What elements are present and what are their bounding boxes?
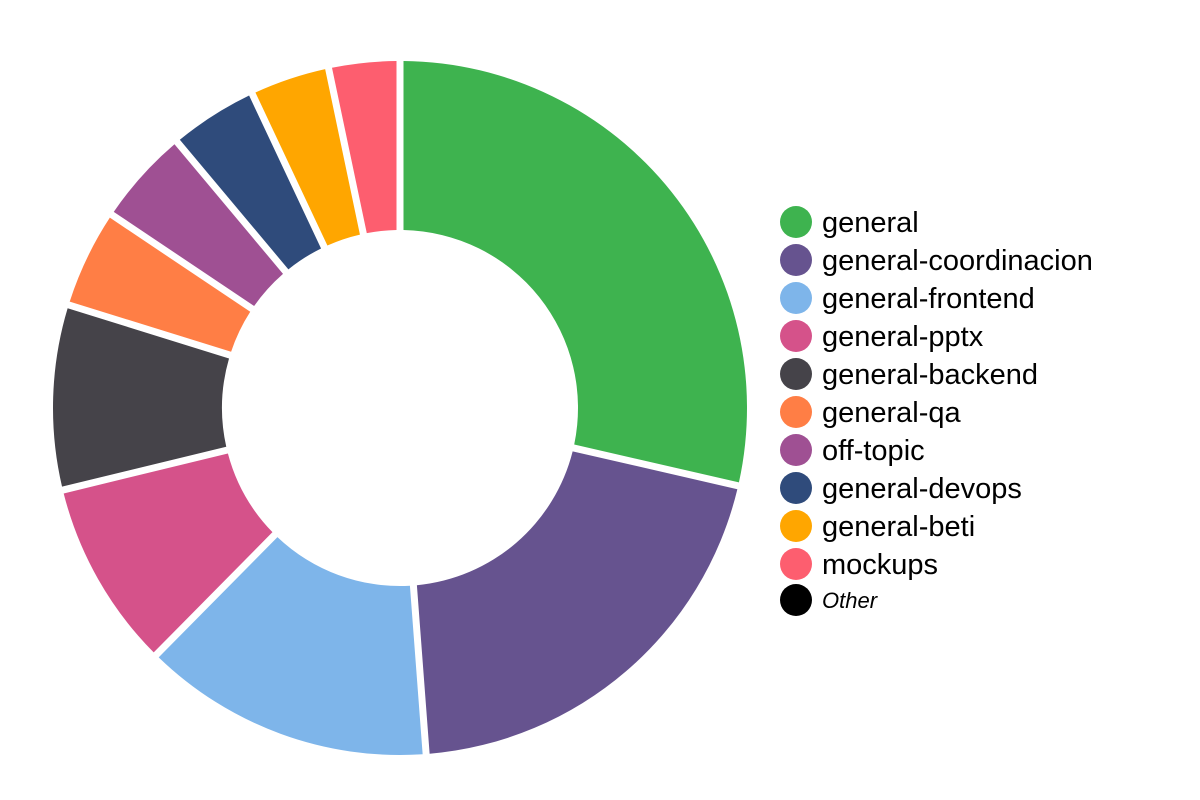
legend-label-general-qa[interactable]: general-qa xyxy=(822,397,962,429)
legend-swatch-general-backend xyxy=(780,358,812,390)
slice-general-devops[interactable] xyxy=(179,95,322,270)
legend-swatch-general-coordinacion xyxy=(780,244,812,276)
legend-swatch-general-devops xyxy=(780,472,812,504)
donut-slices xyxy=(52,61,747,756)
legend-label-off-topic[interactable]: off-topic xyxy=(822,435,925,467)
legend-swatch-mockups xyxy=(780,548,812,580)
slice-general-beti[interactable] xyxy=(255,69,360,246)
legend-swatch-general-beti xyxy=(780,510,812,542)
slice-general-qa[interactable] xyxy=(69,217,251,352)
legend-swatch-Other xyxy=(780,584,812,616)
legend-label-general-devops[interactable]: general-devops xyxy=(822,473,1022,505)
slice-general-frontend[interactable] xyxy=(158,537,423,756)
legend-swatch-off-topic xyxy=(780,434,812,466)
legend-label-general-backend[interactable]: general-backend xyxy=(822,359,1038,391)
slice-general-pptx[interactable] xyxy=(63,453,273,653)
legend-swatch-general xyxy=(780,206,812,238)
slice-general-backend[interactable] xyxy=(52,308,230,487)
slice-mockups[interactable] xyxy=(331,61,397,234)
legend-label-Other[interactable]: Other xyxy=(822,588,879,613)
legend-swatch-general-qa xyxy=(780,396,812,428)
legend-label-general-coordinacion[interactable]: general-coordinacion xyxy=(822,245,1093,277)
slice-general-coordinacion[interactable] xyxy=(416,451,738,754)
legend-label-general[interactable]: general xyxy=(822,207,919,239)
legend-label-general-beti[interactable]: general-beti xyxy=(822,511,975,543)
legend-label-mockups[interactable]: mockups xyxy=(822,549,938,581)
legend: general general-coordinacion general-front… xyxy=(780,206,1093,616)
legend-label-general-frontend[interactable]: general-frontend xyxy=(822,283,1035,315)
slice-off-topic[interactable] xyxy=(113,144,284,306)
legend-swatch-general-frontend xyxy=(780,282,812,314)
legend-label-general-pptx[interactable]: general-pptx xyxy=(822,321,984,353)
legend-swatch-general-pptx xyxy=(780,320,812,352)
slice-general[interactable] xyxy=(403,61,747,483)
